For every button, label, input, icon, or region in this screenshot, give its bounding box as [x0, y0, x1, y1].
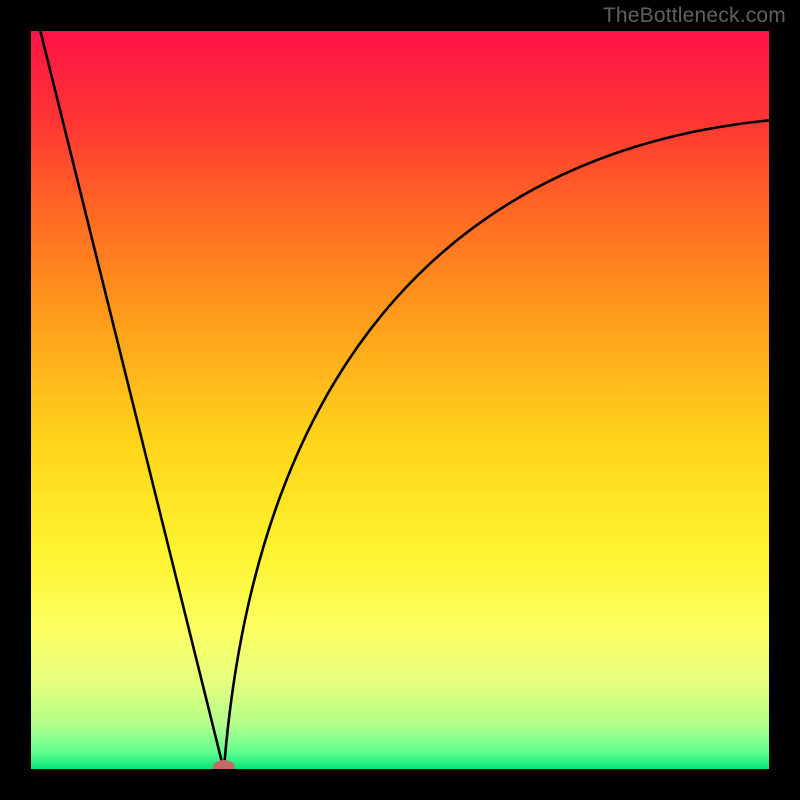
minimum-marker [213, 760, 235, 774]
bottleneck-chart [0, 0, 800, 800]
watermark-text: TheBottleneck.com [603, 4, 786, 28]
